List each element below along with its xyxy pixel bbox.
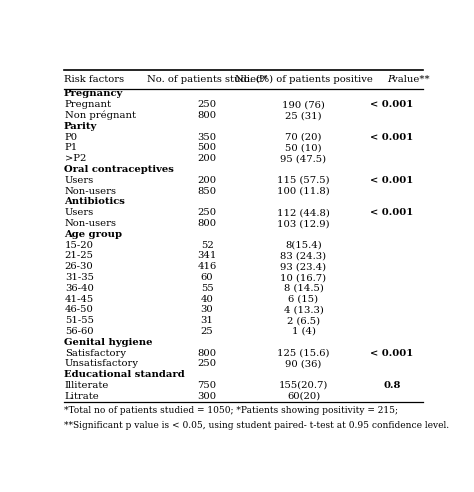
Text: 26-30: 26-30 xyxy=(65,262,93,271)
Text: 190 (76): 190 (76) xyxy=(282,100,325,109)
Text: Non prégnant: Non prégnant xyxy=(65,111,136,121)
Text: 250: 250 xyxy=(198,208,217,217)
Text: 52: 52 xyxy=(201,241,213,249)
Text: 21-25: 21-25 xyxy=(65,251,94,260)
Text: 0.8: 0.8 xyxy=(383,381,401,390)
Text: Illiterate: Illiterate xyxy=(65,381,109,390)
Text: >P2: >P2 xyxy=(65,154,86,163)
Text: 83 (24.3): 83 (24.3) xyxy=(281,251,327,260)
Text: 31-35: 31-35 xyxy=(65,273,94,282)
Text: 25: 25 xyxy=(201,327,213,336)
Text: Users: Users xyxy=(65,176,94,185)
Text: 341: 341 xyxy=(197,251,217,260)
Text: 51-55: 51-55 xyxy=(65,316,94,325)
Text: Genital hygiene: Genital hygiene xyxy=(64,338,152,347)
Text: 416: 416 xyxy=(198,262,217,271)
Text: 55: 55 xyxy=(201,284,213,293)
Text: 30: 30 xyxy=(201,306,213,314)
Text: Satisfactory: Satisfactory xyxy=(65,349,126,358)
Text: No. (%) of patients positive: No. (%) of patients positive xyxy=(235,75,373,84)
Text: 115 (57.5): 115 (57.5) xyxy=(277,176,330,185)
Text: 4 (13.3): 4 (13.3) xyxy=(283,306,323,314)
Text: Age group: Age group xyxy=(64,230,122,239)
Text: 15-20: 15-20 xyxy=(65,241,94,249)
Text: 50 (10): 50 (10) xyxy=(285,144,322,153)
Text: < 0.001: < 0.001 xyxy=(370,133,413,142)
Text: 350: 350 xyxy=(198,133,217,142)
Text: < 0.001: < 0.001 xyxy=(370,176,413,185)
Text: 60: 60 xyxy=(201,273,213,282)
Text: 300: 300 xyxy=(198,392,217,401)
Text: < 0.001: < 0.001 xyxy=(370,208,413,217)
Text: P: P xyxy=(387,75,394,84)
Text: No. of patients studied*: No. of patients studied* xyxy=(147,75,267,84)
Text: 36-40: 36-40 xyxy=(65,284,94,293)
Text: P1: P1 xyxy=(65,144,78,153)
Text: 103 (12.9): 103 (12.9) xyxy=(277,219,330,228)
Text: 46-50: 46-50 xyxy=(65,306,94,314)
Text: 850: 850 xyxy=(198,186,217,196)
Text: P0: P0 xyxy=(65,133,78,142)
Text: 125 (15.6): 125 (15.6) xyxy=(277,349,330,358)
Text: 250: 250 xyxy=(198,360,217,369)
Text: 10 (16.7): 10 (16.7) xyxy=(281,273,327,282)
Text: Risk factors: Risk factors xyxy=(64,75,124,84)
Text: 6 (15): 6 (15) xyxy=(289,295,319,304)
Text: 95 (47.5): 95 (47.5) xyxy=(281,154,327,163)
Text: 200: 200 xyxy=(198,154,217,163)
Text: Non-users: Non-users xyxy=(65,219,117,228)
Text: 60(20): 60(20) xyxy=(287,392,320,401)
Text: 112 (44.8): 112 (44.8) xyxy=(277,208,330,217)
Text: Litrate: Litrate xyxy=(65,392,100,401)
Text: 31: 31 xyxy=(201,316,214,325)
Text: 8 (14.5): 8 (14.5) xyxy=(283,284,323,293)
Text: 56-60: 56-60 xyxy=(65,327,93,336)
Text: 40: 40 xyxy=(201,295,214,304)
Text: 800: 800 xyxy=(198,219,217,228)
Text: 8(15.4): 8(15.4) xyxy=(285,241,322,249)
Text: 41-45: 41-45 xyxy=(65,295,94,304)
Text: 500: 500 xyxy=(198,144,217,153)
Text: Pregnant: Pregnant xyxy=(65,100,112,109)
Text: 90 (36): 90 (36) xyxy=(285,360,322,369)
Text: *Total no of patients studied = 1050; *Patients showing positivity = 215;: *Total no of patients studied = 1050; *P… xyxy=(64,406,398,415)
Text: Unsatisfactory: Unsatisfactory xyxy=(65,360,139,369)
Text: Non-users: Non-users xyxy=(65,186,117,196)
Text: < 0.001: < 0.001 xyxy=(370,100,413,109)
Text: 2 (6.5): 2 (6.5) xyxy=(287,316,320,325)
Text: 1 (4): 1 (4) xyxy=(292,327,316,336)
Text: < 0.001: < 0.001 xyxy=(370,349,413,358)
Text: Parity: Parity xyxy=(64,122,97,131)
Text: **Significant p value is < 0.05, using student paired- t-test at 0.95 confidence: **Significant p value is < 0.05, using s… xyxy=(64,421,449,430)
Text: Educational standard: Educational standard xyxy=(64,370,184,379)
Text: 100 (11.8): 100 (11.8) xyxy=(277,186,330,196)
Text: 155(20.7): 155(20.7) xyxy=(279,381,328,390)
Text: 800: 800 xyxy=(198,111,217,120)
Text: Users: Users xyxy=(65,208,94,217)
Text: Oral contraceptives: Oral contraceptives xyxy=(64,165,173,174)
Text: 93 (23.4): 93 (23.4) xyxy=(281,262,327,271)
Text: Pregnancy: Pregnancy xyxy=(64,90,123,98)
Text: 250: 250 xyxy=(198,100,217,109)
Text: 25 (31): 25 (31) xyxy=(285,111,322,120)
Text: 750: 750 xyxy=(198,381,217,390)
Text: 200: 200 xyxy=(198,176,217,185)
Text: 70 (20): 70 (20) xyxy=(285,133,322,142)
Text: value**: value** xyxy=(390,75,430,84)
Text: 800: 800 xyxy=(198,349,217,358)
Text: Antibiotics: Antibiotics xyxy=(64,197,125,207)
